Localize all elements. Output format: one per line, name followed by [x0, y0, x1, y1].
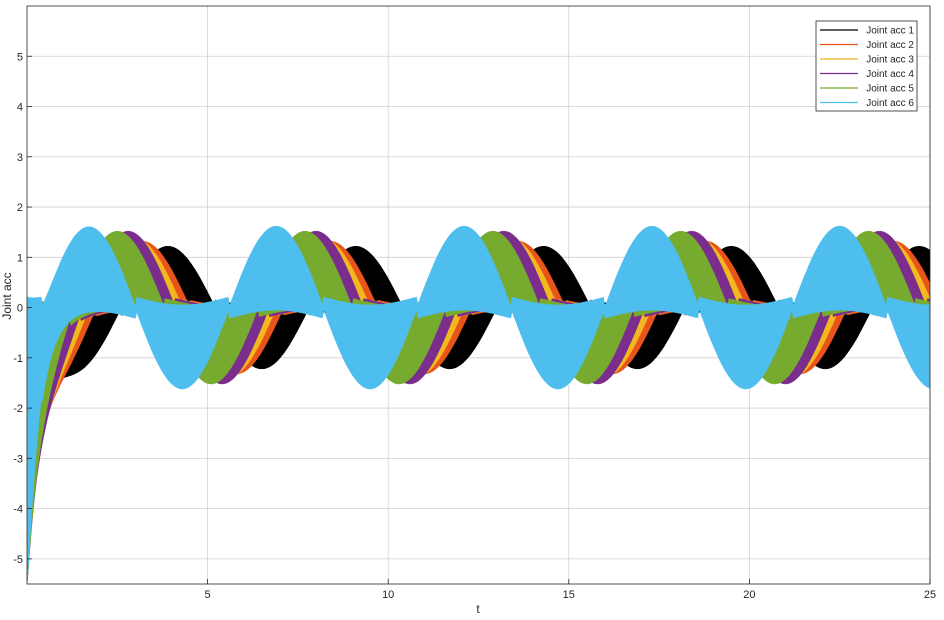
- legend: Joint acc 1 Joint acc 2 Joint acc 3 Joint a…: [815, 20, 918, 112]
- x-tick-label: 5: [205, 589, 211, 601]
- legend-entry: Joint acc 4: [866, 69, 914, 80]
- y-tick-label: 1: [17, 252, 23, 264]
- y-tick-label: 3: [17, 152, 23, 164]
- legend-entry: Joint acc 5: [866, 84, 914, 95]
- y-tick-label: 4: [17, 102, 23, 114]
- y-tick-label: 2: [17, 202, 23, 214]
- legend-entry: Joint acc 3: [866, 55, 914, 66]
- x-tick-label: 25: [924, 589, 936, 601]
- series-band-joint-acc-6: [27, 225, 930, 584]
- y-axis-label: Joint acc: [0, 272, 14, 319]
- legend-entry: Joint acc 2: [866, 40, 914, 51]
- legend-box: [815, 20, 918, 112]
- legend-entry: Joint acc 6: [866, 98, 914, 109]
- y-tick-label: -5: [13, 554, 23, 566]
- plot-area-border: [26, 5, 931, 585]
- x-tick-label: 15: [563, 589, 575, 601]
- y-tick-label: 0: [17, 303, 23, 315]
- x-tick-label: 20: [743, 589, 755, 601]
- legend-entry: Joint acc 1: [866, 26, 914, 37]
- y-tick-label: 5: [17, 51, 23, 63]
- tick-labels: 5 10 15 20 25 -5 -4 -3 -2 -1 0 1 2 3 4 5: [13, 51, 936, 601]
- y-tick-label: -2: [13, 403, 23, 415]
- x-axis-label: t: [476, 602, 480, 616]
- x-tick-label: 10: [382, 589, 394, 601]
- y-tick-label: -1: [13, 353, 23, 365]
- y-tick-label: -3: [13, 453, 23, 465]
- series-layer: [27, 225, 930, 584]
- y-tick-label: -4: [13, 504, 23, 516]
